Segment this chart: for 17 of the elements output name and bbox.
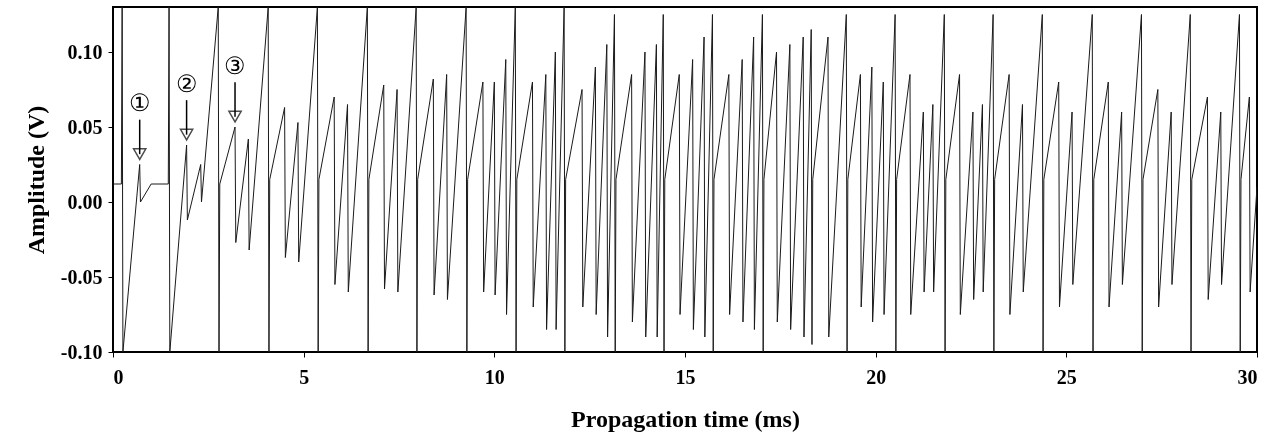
- y-tick-label: 0.10: [67, 40, 103, 63]
- annotation: ③: [224, 52, 247, 79]
- y-tick-label: -0.05: [60, 265, 103, 288]
- y-tick-label: 0.05: [67, 115, 103, 138]
- x-tick-label: 15: [675, 365, 696, 388]
- annotation: ①: [128, 90, 151, 117]
- y-tick-label: 0.00: [67, 190, 103, 213]
- y-tick-label: -0.10: [60, 340, 103, 363]
- annotation: ②: [175, 70, 198, 97]
- y-axis-title: Amplitude (V): [22, 105, 49, 255]
- x-axis-title: Propagation time (ms): [571, 405, 800, 432]
- x-tick-label: 0: [113, 365, 124, 388]
- x-tick-label: 5: [299, 365, 310, 388]
- x-tick-label: 25: [1056, 365, 1077, 388]
- x-tick-label: 20: [866, 365, 887, 388]
- x-tick-label: 30: [1237, 365, 1258, 388]
- x-tick-label: 10: [484, 365, 505, 388]
